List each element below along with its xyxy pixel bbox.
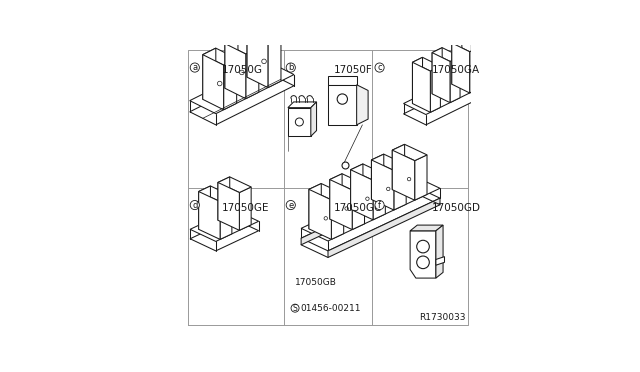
Polygon shape	[432, 52, 450, 103]
Polygon shape	[218, 177, 251, 193]
Polygon shape	[198, 192, 220, 240]
Polygon shape	[247, 26, 260, 77]
Polygon shape	[309, 183, 344, 200]
Polygon shape	[328, 76, 356, 85]
Text: 17050GA: 17050GA	[431, 65, 480, 76]
Polygon shape	[239, 187, 251, 230]
Polygon shape	[203, 48, 216, 99]
Polygon shape	[190, 219, 259, 251]
Text: 17050G: 17050G	[221, 65, 262, 76]
Polygon shape	[328, 85, 356, 125]
Polygon shape	[410, 225, 443, 231]
Polygon shape	[189, 61, 294, 114]
Circle shape	[190, 63, 200, 72]
Text: c: c	[377, 63, 382, 72]
Polygon shape	[351, 164, 363, 209]
Polygon shape	[470, 47, 480, 93]
Polygon shape	[415, 155, 427, 200]
Polygon shape	[352, 184, 365, 230]
Polygon shape	[247, 26, 281, 43]
Text: 17050GE: 17050GE	[221, 203, 269, 213]
Polygon shape	[246, 48, 259, 99]
Polygon shape	[190, 209, 259, 241]
Polygon shape	[198, 186, 211, 229]
Text: 17050F: 17050F	[333, 65, 372, 76]
Polygon shape	[432, 48, 460, 61]
Polygon shape	[404, 60, 515, 115]
Polygon shape	[430, 66, 440, 112]
Polygon shape	[301, 186, 413, 245]
Text: 17050GC: 17050GC	[333, 203, 382, 213]
Text: 01456-00211: 01456-00211	[300, 304, 361, 312]
Polygon shape	[288, 102, 317, 108]
Circle shape	[286, 201, 295, 210]
Polygon shape	[472, 28, 481, 74]
Polygon shape	[332, 194, 344, 240]
Polygon shape	[189, 73, 294, 125]
Polygon shape	[225, 44, 246, 99]
Circle shape	[375, 63, 384, 72]
Polygon shape	[452, 38, 462, 84]
Polygon shape	[268, 36, 281, 87]
Text: f: f	[378, 201, 381, 209]
Polygon shape	[203, 55, 223, 110]
Polygon shape	[436, 257, 445, 265]
Polygon shape	[351, 164, 385, 180]
Polygon shape	[288, 108, 311, 136]
Polygon shape	[301, 186, 440, 251]
Polygon shape	[356, 85, 368, 125]
Polygon shape	[452, 43, 470, 93]
Polygon shape	[404, 70, 515, 125]
Polygon shape	[392, 144, 427, 161]
Polygon shape	[412, 57, 422, 103]
Polygon shape	[394, 165, 406, 210]
Text: e: e	[288, 201, 293, 209]
Polygon shape	[220, 196, 232, 240]
Polygon shape	[373, 174, 385, 220]
Polygon shape	[203, 48, 237, 65]
Polygon shape	[472, 33, 490, 83]
Polygon shape	[330, 180, 352, 230]
Polygon shape	[412, 62, 430, 112]
Text: S: S	[292, 304, 298, 312]
Polygon shape	[247, 32, 268, 87]
Polygon shape	[432, 48, 442, 94]
Text: R1730033: R1730033	[419, 314, 465, 323]
Polygon shape	[371, 154, 406, 170]
Polygon shape	[223, 58, 237, 110]
Polygon shape	[309, 183, 321, 229]
Polygon shape	[311, 102, 317, 136]
Polygon shape	[472, 28, 499, 42]
Polygon shape	[225, 37, 238, 88]
Polygon shape	[371, 154, 384, 199]
Text: 17050GD: 17050GD	[431, 203, 481, 213]
Polygon shape	[198, 186, 232, 202]
Circle shape	[291, 304, 299, 312]
Polygon shape	[330, 174, 342, 219]
Polygon shape	[218, 177, 230, 220]
Text: a: a	[192, 63, 197, 72]
Polygon shape	[392, 150, 415, 200]
Polygon shape	[225, 37, 259, 54]
Polygon shape	[450, 57, 460, 103]
Polygon shape	[410, 231, 436, 278]
Circle shape	[375, 201, 384, 210]
Polygon shape	[218, 182, 239, 230]
Circle shape	[286, 63, 295, 72]
Polygon shape	[371, 160, 394, 210]
Polygon shape	[436, 225, 443, 278]
Circle shape	[190, 201, 200, 210]
Text: 17050GB: 17050GB	[295, 278, 337, 287]
Polygon shape	[351, 170, 373, 220]
Polygon shape	[412, 57, 440, 71]
Polygon shape	[490, 37, 499, 83]
Polygon shape	[301, 176, 440, 241]
Polygon shape	[328, 198, 440, 257]
Text: b: b	[288, 63, 294, 72]
Polygon shape	[392, 144, 404, 190]
Text: d: d	[192, 201, 198, 209]
Polygon shape	[309, 189, 332, 240]
Polygon shape	[452, 38, 480, 52]
Polygon shape	[330, 174, 365, 190]
